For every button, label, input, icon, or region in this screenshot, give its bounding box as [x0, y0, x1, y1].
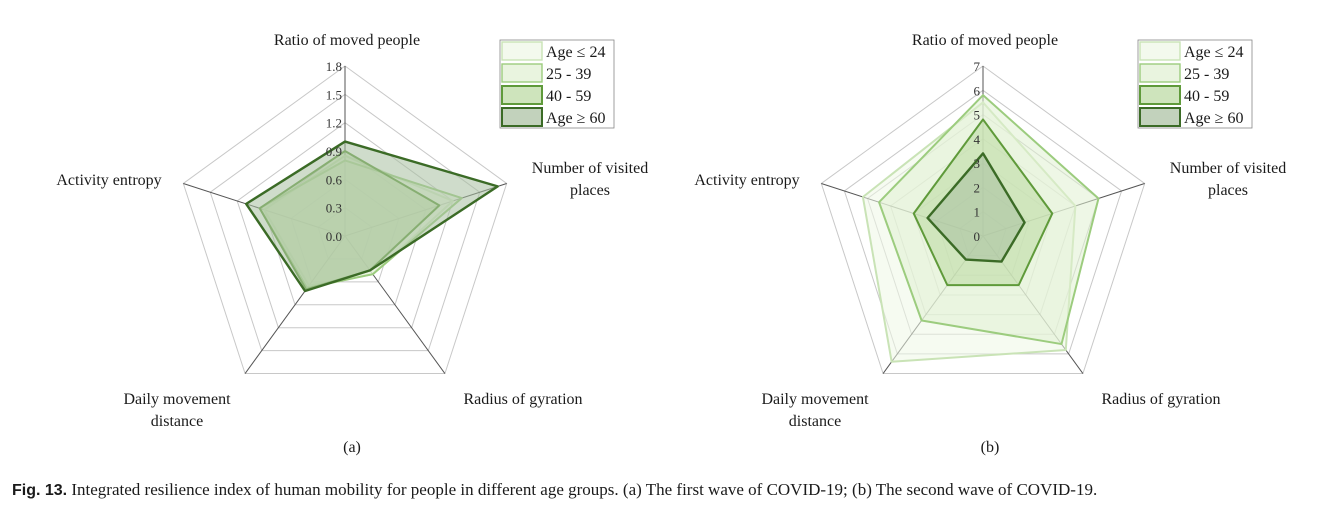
axis-label: places [570, 182, 610, 199]
tick-label: 1 [974, 205, 981, 220]
tick-label: 2 [974, 180, 981, 195]
legend-label: 25 - 39 [546, 66, 591, 83]
legend-swatch [501, 107, 543, 127]
axis-label: distance [151, 413, 203, 430]
axis-label: Number of visited [532, 160, 648, 177]
axis-label: Daily movement [761, 391, 869, 408]
legend-swatch [501, 63, 543, 83]
series-polygon-4 [244, 140, 499, 293]
axis-label: Radius of gyration [1101, 391, 1220, 408]
grid-ring [182, 65, 508, 375]
axis-label: Radius of gyration [463, 391, 582, 408]
axis-label: Ratio of moved people [912, 32, 1058, 49]
tick-label: 4 [974, 132, 981, 147]
tick-label: 7 [974, 59, 981, 74]
legend-label: Age ≤ 24 [1184, 44, 1243, 61]
figure-caption: Fig. 13. Integrated resilience index of … [12, 480, 1337, 500]
axis-label: places [1208, 182, 1248, 199]
tick-label: 1.8 [326, 59, 342, 74]
caption-label: Fig. 13. [12, 482, 68, 499]
axis-label: distance [789, 413, 841, 430]
panel-label: (a) [343, 439, 361, 456]
tick-label: 6 [974, 83, 981, 98]
legend-label: Age ≤ 24 [546, 44, 605, 61]
legend-label: Age ≥ 60 [1184, 110, 1243, 127]
panel-label: (b) [981, 439, 1000, 456]
legend-swatch [1139, 63, 1181, 83]
legend-swatch [1139, 107, 1181, 127]
tick-label: 1.2 [326, 116, 342, 131]
figure-canvas: 0.0 0.3 0.6 0.9 1.2 1.5 1.8 Ratio of moved peop… [56, 32, 1286, 456]
axis-label: Number of visited [1170, 160, 1286, 177]
tick-label: 0 [974, 229, 981, 244]
legend-label: 40 - 59 [1184, 88, 1229, 105]
axis-label: Activity entropy [56, 172, 161, 189]
legend-swatch [1139, 85, 1181, 105]
legend-label: Age ≥ 60 [546, 110, 605, 127]
legend-swatch [501, 41, 543, 61]
legend-swatch [1139, 41, 1181, 61]
legend: Age ≤ 24 25 - 39 40 - 59 Age ≥ 60 [499, 39, 615, 129]
radar-panel-a: 0.0 0.3 0.6 0.9 1.2 1.5 1.8 Ratio of moved peop… [56, 32, 648, 456]
tick-label: 3 [974, 156, 981, 171]
tick-label: 5 [974, 108, 981, 123]
legend-label: 40 - 59 [546, 88, 591, 105]
axis-label: Activity entropy [694, 172, 799, 189]
legend: Age ≤ 24 25 - 39 40 - 59 Age ≥ 60 [1137, 39, 1253, 129]
tick-label: 0.9 [326, 144, 342, 159]
axis-label: Daily movement [123, 391, 231, 408]
grid-ring [820, 65, 1146, 375]
tick-label: 0.3 [326, 201, 342, 216]
axis-label: Ratio of moved people [274, 32, 420, 49]
legend-label: 25 - 39 [1184, 66, 1229, 83]
legend-swatch [501, 85, 543, 105]
tick-label: 0.0 [326, 229, 342, 244]
series-polygon-4 [926, 152, 1026, 263]
caption-text: Integrated resilience index of human mob… [71, 480, 1098, 499]
tick-label: 1.5 [326, 87, 342, 102]
radar-panel-b: 0 1 2 3 4 5 6 7 Ratio of moved people Number of v… [694, 32, 1286, 456]
tick-label: 0.6 [326, 172, 343, 187]
